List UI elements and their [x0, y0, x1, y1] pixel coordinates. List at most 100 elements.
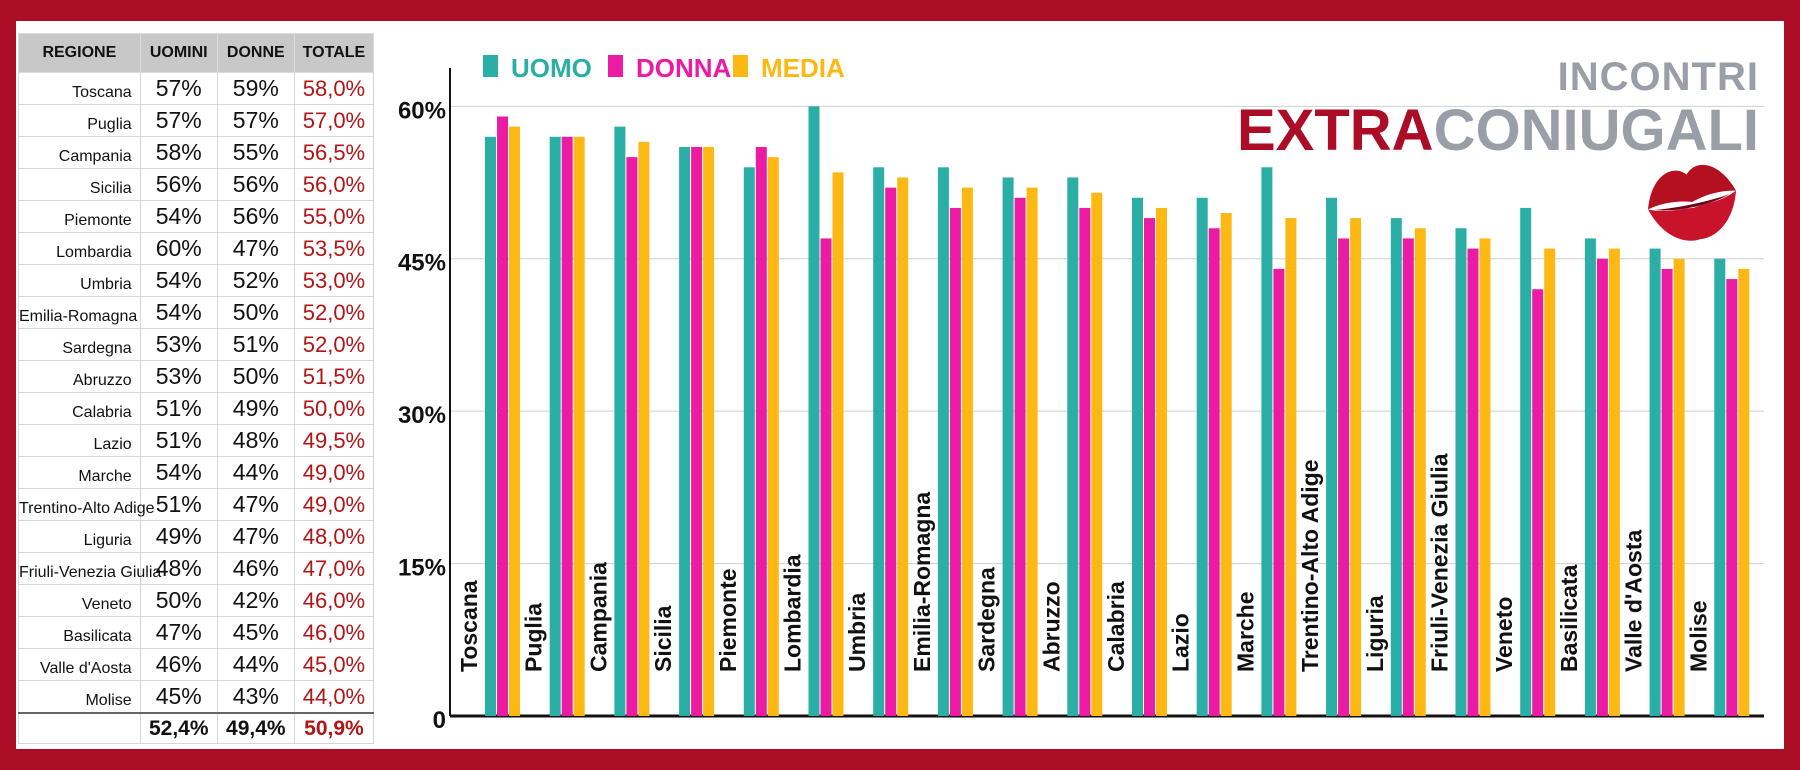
category-label: Liguria	[1362, 595, 1388, 672]
uomini-cell: 51%	[139, 488, 218, 521]
donne-cell: 44%	[216, 648, 295, 681]
legend-swatch-uomo	[483, 55, 498, 77]
donne-cell: 51%	[216, 328, 295, 361]
category-label: Abruzzo	[1038, 581, 1064, 672]
region-name-cell: Veneto	[18, 584, 141, 617]
donne-cell: 52%	[216, 264, 295, 297]
region-name-cell: Puglia	[18, 104, 141, 137]
bar-media	[1220, 213, 1232, 717]
bar-donna	[1532, 289, 1544, 716]
bar-uomo	[1649, 248, 1661, 717]
y-tick-label: 15%	[398, 555, 446, 582]
bar-uomo	[1390, 218, 1402, 716]
totale-cell: 46,0%	[293, 584, 375, 617]
region-name-cell: Calabria	[18, 392, 141, 425]
totale-cell: 57,0%	[293, 104, 375, 137]
category-label: Lazio	[1168, 613, 1194, 672]
table-row: Emilia-Romagna 54% 50% 52,0%	[18, 296, 375, 329]
y-tick-label: 30%	[398, 402, 446, 429]
totale-cell: 45,0%	[293, 648, 375, 681]
bar-donna	[1596, 258, 1608, 716]
bar-uomo	[1002, 177, 1014, 717]
bar-donna	[1402, 238, 1414, 716]
table-row: Friuli-Venezia Giulia 48% 46% 47,0%	[18, 552, 375, 585]
bar-uomo	[873, 167, 885, 716]
logo-incontri: INCONTRI	[1558, 55, 1759, 99]
uomini-cell: 49%	[139, 520, 218, 553]
region-name-cell: Basilicata	[18, 616, 141, 649]
totale-cell: 44,0%	[293, 680, 375, 714]
table-row: Molise 45% 43% 44,0%	[18, 680, 375, 714]
bar-media	[509, 126, 520, 717]
region-name-cell: Lazio	[18, 424, 141, 457]
legend-label-uomo: UOMO	[511, 53, 592, 83]
category-label: Calabria	[1103, 581, 1129, 672]
bar-donna	[1338, 238, 1350, 716]
donne-cell: 57%	[216, 104, 295, 137]
bar-media	[1350, 218, 1362, 716]
bar-donna	[1208, 228, 1220, 717]
y-tick-label: 60%	[398, 97, 446, 124]
region-name-cell: Piemonte	[18, 200, 141, 233]
regions-table: REGIONE UOMINI DONNE TOTALE Toscana 57% 59…	[18, 33, 375, 744]
bar-donna	[497, 116, 508, 716]
bar-donna	[820, 238, 832, 716]
bar-uomo	[1520, 207, 1532, 716]
legend-swatch-donna	[608, 55, 623, 77]
totale-cell: 56,0%	[293, 168, 375, 201]
table-row: Puglia 57% 57% 57,0%	[18, 104, 375, 137]
totale-cell: 52,0%	[293, 296, 375, 329]
bar-media	[1608, 248, 1620, 717]
bar-donna	[1661, 268, 1673, 716]
donne-cell: 42%	[216, 584, 295, 617]
category-label: Umbria	[844, 593, 870, 672]
bar-media	[1285, 218, 1297, 716]
uomini-cell: 54%	[139, 200, 218, 233]
category-label: Valle d'Aosta	[1621, 530, 1647, 672]
totals-row: 52,4% 49,4% 50,9%	[18, 712, 375, 744]
bar-uomo	[679, 146, 691, 716]
table-row: Trentino-Alto Adige 51% 47% 49,0%	[18, 488, 375, 521]
bar-uomo	[1326, 197, 1338, 717]
category-label: Molise	[1685, 600, 1711, 672]
totale-cell: 49,0%	[293, 456, 375, 489]
bar-media	[573, 136, 585, 716]
lips-kiss-icon	[1647, 164, 1737, 241]
bar-media	[897, 177, 909, 717]
bar-uomo	[1714, 258, 1726, 716]
bar-uomo	[743, 167, 755, 716]
category-label: Veneto	[1491, 597, 1517, 672]
bar-donna	[755, 146, 767, 716]
bar-uomo	[1132, 197, 1143, 717]
bar-uomo	[1067, 177, 1079, 717]
table-row: Valle d'Aosta 46% 44% 45,0%	[18, 648, 375, 681]
totale-cell: 56,5%	[293, 136, 375, 169]
donne-total-cell: 49,4%	[216, 712, 295, 744]
table-row: Sicilia 56% 56% 56,0%	[18, 168, 375, 201]
totale-cell: 50,0%	[293, 392, 375, 425]
donne-cell: 47%	[216, 232, 295, 265]
category-label: Emilia-Romagna	[909, 492, 935, 672]
donne-cell: 59%	[216, 72, 295, 105]
region-name-cell: Molise	[18, 680, 141, 714]
region-name-cell: Umbria	[18, 264, 141, 297]
totals-label-cell	[18, 712, 141, 744]
bar-media	[832, 172, 844, 716]
uomini-cell: 46%	[139, 648, 218, 681]
uomini-cell: 57%	[139, 104, 218, 137]
totale-cell: 48,0%	[293, 520, 375, 553]
bar-donna	[1014, 197, 1026, 717]
donne-cell: 56%	[216, 168, 295, 201]
category-label: Puglia	[521, 603, 547, 672]
table-row: Veneto 50% 42% 46,0%	[18, 584, 375, 617]
table-header-row: REGIONE UOMINI DONNE TOTALE	[18, 33, 375, 73]
region-name-cell: Sardegna	[18, 328, 141, 361]
bar-media	[961, 187, 973, 716]
logo-extra: EXTRA	[1237, 98, 1434, 163]
category-label: Sicilia	[650, 605, 676, 672]
donne-cell: 43%	[216, 680, 295, 714]
bar-donna	[1467, 248, 1479, 717]
bar-uomo	[808, 106, 820, 717]
region-name-cell: Campania	[18, 136, 141, 169]
